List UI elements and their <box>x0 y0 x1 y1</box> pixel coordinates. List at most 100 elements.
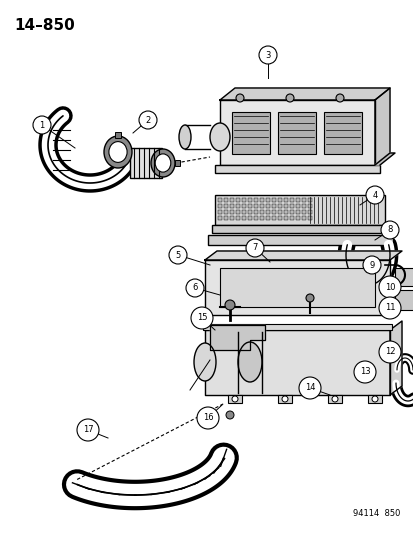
Bar <box>247 216 252 220</box>
Bar <box>230 198 233 202</box>
Text: 15: 15 <box>196 313 207 322</box>
Text: 9: 9 <box>368 261 374 270</box>
Text: 12: 12 <box>384 348 394 357</box>
Text: 10: 10 <box>384 282 394 292</box>
Circle shape <box>298 377 320 399</box>
Polygon shape <box>219 88 389 100</box>
Bar <box>207 235 392 245</box>
Circle shape <box>77 419 99 441</box>
Bar <box>301 204 305 208</box>
Bar <box>277 204 281 208</box>
Circle shape <box>378 341 400 363</box>
Text: 14–850: 14–850 <box>14 18 75 33</box>
Text: 14: 14 <box>304 384 314 392</box>
Bar <box>214 165 379 173</box>
Polygon shape <box>204 260 389 315</box>
Circle shape <box>231 396 237 402</box>
Bar <box>271 204 275 208</box>
Text: 11: 11 <box>384 303 394 312</box>
Ellipse shape <box>237 342 261 382</box>
Text: 17: 17 <box>83 425 93 434</box>
Bar <box>254 216 257 220</box>
Bar <box>223 204 228 208</box>
Bar <box>175 160 180 166</box>
Circle shape <box>371 396 377 402</box>
Bar <box>307 204 311 208</box>
Bar <box>223 210 228 214</box>
Bar <box>266 210 269 214</box>
Circle shape <box>33 116 51 134</box>
Circle shape <box>235 94 243 102</box>
Bar <box>211 225 387 233</box>
Circle shape <box>362 256 380 274</box>
Bar <box>301 216 305 220</box>
Bar <box>277 198 281 202</box>
Bar <box>271 216 275 220</box>
Bar <box>130 148 161 178</box>
Bar <box>259 198 263 202</box>
Bar <box>277 210 281 214</box>
Bar <box>219 268 374 307</box>
Bar <box>394 268 413 286</box>
Circle shape <box>331 396 337 402</box>
Bar <box>254 198 257 202</box>
Text: 13: 13 <box>359 367 369 376</box>
Bar <box>230 216 233 220</box>
Bar <box>259 210 263 214</box>
Bar <box>277 216 281 220</box>
Bar <box>218 198 221 202</box>
Bar <box>289 216 293 220</box>
Circle shape <box>185 279 204 297</box>
Bar <box>271 198 275 202</box>
Bar <box>115 132 121 138</box>
Bar <box>295 210 299 214</box>
Ellipse shape <box>151 149 175 177</box>
Bar <box>367 395 381 403</box>
Bar <box>283 198 287 202</box>
Circle shape <box>224 300 235 310</box>
Bar <box>242 210 245 214</box>
Bar <box>323 112 361 154</box>
Text: 16: 16 <box>202 414 213 423</box>
Bar <box>230 210 233 214</box>
Bar <box>230 204 233 208</box>
Bar <box>247 198 252 202</box>
Ellipse shape <box>155 154 171 172</box>
Polygon shape <box>204 251 401 260</box>
Text: 8: 8 <box>387 225 392 235</box>
Circle shape <box>225 411 233 419</box>
Bar <box>266 198 269 202</box>
Text: 7: 7 <box>252 244 257 253</box>
Bar <box>283 204 287 208</box>
Bar <box>307 198 311 202</box>
Polygon shape <box>204 330 389 395</box>
Circle shape <box>353 361 375 383</box>
Bar <box>289 210 293 214</box>
Bar <box>254 204 257 208</box>
Bar <box>223 216 228 220</box>
Text: 5: 5 <box>175 251 180 260</box>
Bar <box>394 290 413 310</box>
Ellipse shape <box>194 343 216 381</box>
Bar <box>247 210 252 214</box>
Bar <box>242 204 245 208</box>
Bar <box>283 216 287 220</box>
Text: 1: 1 <box>39 120 45 130</box>
Bar <box>271 210 275 214</box>
Bar <box>223 198 228 202</box>
Circle shape <box>365 186 383 204</box>
Bar <box>259 216 263 220</box>
Circle shape <box>378 276 400 298</box>
Bar <box>254 210 257 214</box>
Text: 6: 6 <box>192 284 197 293</box>
Ellipse shape <box>178 125 190 149</box>
Text: 4: 4 <box>371 190 377 199</box>
Bar <box>235 204 240 208</box>
Bar <box>231 112 269 154</box>
Bar <box>235 198 240 202</box>
Circle shape <box>285 94 293 102</box>
Bar <box>242 198 245 202</box>
Circle shape <box>169 246 187 264</box>
Bar <box>235 216 240 220</box>
Polygon shape <box>209 325 264 350</box>
